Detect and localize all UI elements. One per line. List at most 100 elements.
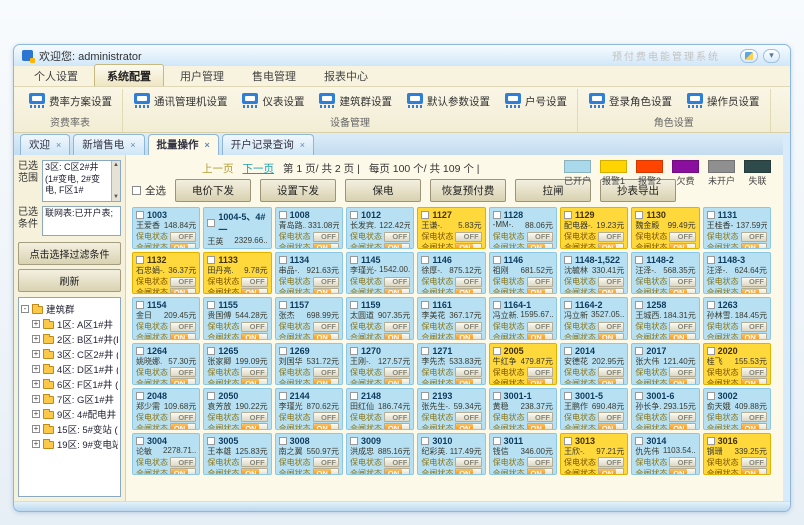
- tree-item[interactable]: +1区: A区1#井: [21, 316, 118, 331]
- tab-close-icon[interactable]: ×: [204, 139, 210, 150]
- card-checkbox[interactable]: [421, 256, 430, 265]
- meter-card[interactable]: 1164-2 冯立新 3527.05.. 保电状态 OFF 合闸状态 ON: [560, 297, 629, 340]
- meter-card[interactable]: 1131 王桂香-. 137.59元 保电状态 OFF 合闸状态 ON: [702, 207, 771, 250]
- card-checkbox[interactable]: [706, 211, 715, 219]
- meter-card[interactable]: 3001-5 王鹏作 690.48元 保电状态 OFF 合闸状态 ON: [560, 387, 629, 430]
- supply-status-toggle[interactable]: OFF: [526, 321, 553, 332]
- switch-status-toggle[interactable]: ON: [526, 378, 553, 384]
- meter-card[interactable]: 2048 郑少需 109.68元 保电状态 OFF 合闸状态 ON: [132, 387, 201, 430]
- supply-status-toggle[interactable]: OFF: [241, 321, 268, 332]
- switch-status-toggle[interactable]: ON: [384, 423, 411, 429]
- switch-status-toggle[interactable]: ON: [740, 378, 767, 384]
- meter-card[interactable]: 1154 金日 209.45元 保电状态 OFF 合闸状态 ON: [132, 297, 201, 340]
- meter-card[interactable]: 3008 南之翼 550.97元 保电状态 OFF 合闸状态 ON: [274, 432, 343, 475]
- supply-status-toggle[interactable]: OFF: [598, 276, 625, 287]
- switch-status-toggle[interactable]: ON: [740, 287, 767, 294]
- menu-item[interactable]: 系统配置: [94, 64, 164, 86]
- switch-status-toggle[interactable]: ON: [312, 423, 339, 429]
- tab-欢迎[interactable]: 欢迎 ×: [20, 134, 71, 155]
- meter-card[interactable]: 1157 张杰 698.99元 保电状态 OFF 合闸状态 ON: [274, 297, 343, 340]
- switch-status-toggle[interactable]: ON: [669, 332, 696, 339]
- supply-status-toggle[interactable]: OFF: [170, 321, 197, 332]
- supply-status-toggle[interactable]: OFF: [384, 231, 411, 242]
- supply-status-toggle[interactable]: OFF: [455, 231, 482, 242]
- meter-card[interactable]: 1265 张家卿 199.09元 保电状态 OFF 合闸状态 ON: [203, 342, 272, 385]
- card-checkbox[interactable]: [706, 301, 715, 310]
- meter-card[interactable]: 1008 青岛路.. 331.08元 保电状态 OFF 合闸状态 ON: [274, 207, 343, 250]
- expand-icon[interactable]: +: [32, 393, 40, 403]
- meter-card[interactable]: 3005 王本雄 125.83元 保电状态 OFF 合闸状态 ON: [203, 432, 272, 475]
- expand-icon[interactable]: +: [32, 348, 40, 358]
- action-button[interactable]: 电价下发: [175, 179, 251, 202]
- meter-card[interactable]: 1159 太圆道 907.35元 保电状态 OFF 合闸状态 ON: [346, 297, 415, 340]
- ribbon-button[interactable]: 建筑群设置: [312, 90, 400, 112]
- supply-status-toggle[interactable]: OFF: [170, 276, 197, 287]
- meter-card[interactable]: 1129 配电器-. 19.23元 保电状态 OFF 合闸状态 ON: [560, 207, 629, 250]
- expand-icon[interactable]: +: [32, 378, 40, 388]
- meter-card[interactable]: 2017 张大伟 121.40元 保电状态 OFF 合闸状态 ON: [631, 342, 700, 385]
- switch-status-toggle[interactable]: ON: [455, 423, 482, 429]
- switch-status-toggle[interactable]: ON: [170, 468, 197, 474]
- tab-close-icon[interactable]: ×: [299, 139, 306, 150]
- scroll-up-icon[interactable]: ▲: [113, 162, 119, 168]
- card-checkbox[interactable]: [564, 436, 572, 445]
- card-checkbox[interactable]: [278, 256, 287, 265]
- card-checkbox[interactable]: [564, 391, 572, 400]
- card-checkbox[interactable]: [706, 346, 715, 355]
- tree-item[interactable]: +4区: D区1#井 (D区1: [21, 361, 118, 376]
- card-checkbox[interactable]: [350, 256, 358, 265]
- listbox-scrollbar[interactable]: ▲ ▼: [111, 161, 120, 201]
- switch-status-toggle[interactable]: ON: [669, 242, 696, 249]
- card-checkbox[interactable]: [207, 301, 216, 310]
- switch-status-toggle[interactable]: ON: [455, 468, 482, 474]
- supply-status-toggle[interactable]: OFF: [384, 276, 411, 287]
- card-checkbox[interactable]: [635, 211, 644, 219]
- supply-status-toggle[interactable]: OFF: [526, 231, 553, 242]
- expand-icon[interactable]: +: [32, 438, 40, 448]
- tab-新增售电[interactable]: 新增售电 ×: [73, 134, 145, 155]
- supply-status-toggle[interactable]: OFF: [455, 367, 482, 377]
- supply-status-toggle[interactable]: OFF: [598, 412, 625, 423]
- switch-status-toggle[interactable]: ON: [598, 242, 625, 249]
- meter-card[interactable]: 3004 论敏 2278.71.. 保电状态 OFF 合闸状态 ON: [132, 432, 201, 475]
- card-checkbox[interactable]: [706, 256, 715, 265]
- card-checkbox[interactable]: [635, 391, 644, 400]
- supply-status-toggle[interactable]: OFF: [170, 457, 197, 468]
- switch-status-toggle[interactable]: ON: [598, 423, 625, 429]
- switch-status-toggle[interactable]: ON: [312, 378, 339, 384]
- meter-card[interactable]: 1258 王城西. 184.31元 保电状态 OFF 合闸状态 ON: [631, 297, 700, 340]
- supply-status-toggle[interactable]: OFF: [241, 412, 268, 423]
- meter-card[interactable]: 1264 姚晓娜. 57.30元 保电状态 OFF 合闸状态 ON: [132, 342, 201, 385]
- meter-card[interactable]: 3014 仇先伟 1103.54.. 保电状态 OFF 合闸状态 ON: [631, 432, 700, 475]
- switch-status-toggle[interactable]: ON: [526, 468, 553, 474]
- card-checkbox[interactable]: [635, 256, 644, 265]
- supply-status-toggle[interactable]: OFF: [669, 231, 696, 242]
- card-checkbox[interactable]: [564, 346, 572, 355]
- meter-card[interactable]: 2050 袁芳放 190.22元 保电状态 OFF 合闸状态 ON: [203, 387, 272, 430]
- supply-status-toggle[interactable]: OFF: [740, 367, 767, 377]
- meter-card[interactable]: 1263 孙林雪. 184.45元 保电状态 OFF 合闸状态 ON: [702, 297, 771, 340]
- switch-status-toggle[interactable]: ON: [170, 332, 197, 339]
- supply-status-toggle[interactable]: OFF: [740, 321, 767, 332]
- supply-status-toggle[interactable]: OFF: [526, 457, 553, 468]
- meter-card[interactable]: 3002 俞天娥 409.88元 保电状态 OFF 合闸状态 ON: [702, 387, 771, 430]
- card-checkbox[interactable]: [421, 391, 430, 400]
- supply-status-toggle[interactable]: OFF: [241, 247, 268, 249]
- switch-status-toggle[interactable]: ON: [312, 242, 339, 249]
- card-checkbox[interactable]: [492, 346, 501, 355]
- meter-card[interactable]: 1271 李先杰 533.83元 保电状态 OFF 合闸状态 ON: [417, 342, 486, 385]
- card-checkbox[interactable]: [635, 436, 644, 445]
- card-checkbox[interactable]: [136, 301, 144, 310]
- select-all-control[interactable]: 全选: [132, 183, 166, 198]
- skin-button[interactable]: [740, 48, 758, 63]
- meter-card[interactable]: 1148-2 汪泽-. 568.35元 保电状态 OFF 合闸状态 ON: [631, 252, 700, 295]
- switch-status-toggle[interactable]: ON: [241, 332, 268, 339]
- card-checkbox[interactable]: [492, 301, 501, 310]
- switch-status-toggle[interactable]: ON: [526, 242, 553, 249]
- ribbon-button[interactable]: 费率方案设置: [21, 90, 119, 112]
- switch-status-toggle[interactable]: ON: [598, 287, 625, 294]
- meter-card[interactable]: 3013 王欣-. 97.21元 保电状态 OFF 合闸状态 ON: [560, 432, 629, 475]
- card-checkbox[interactable]: [492, 391, 501, 400]
- meter-card[interactable]: 3001-1 黄稳 238.37元 保电状态 OFF 合闸状态 ON: [488, 387, 557, 430]
- card-checkbox[interactable]: [635, 301, 644, 310]
